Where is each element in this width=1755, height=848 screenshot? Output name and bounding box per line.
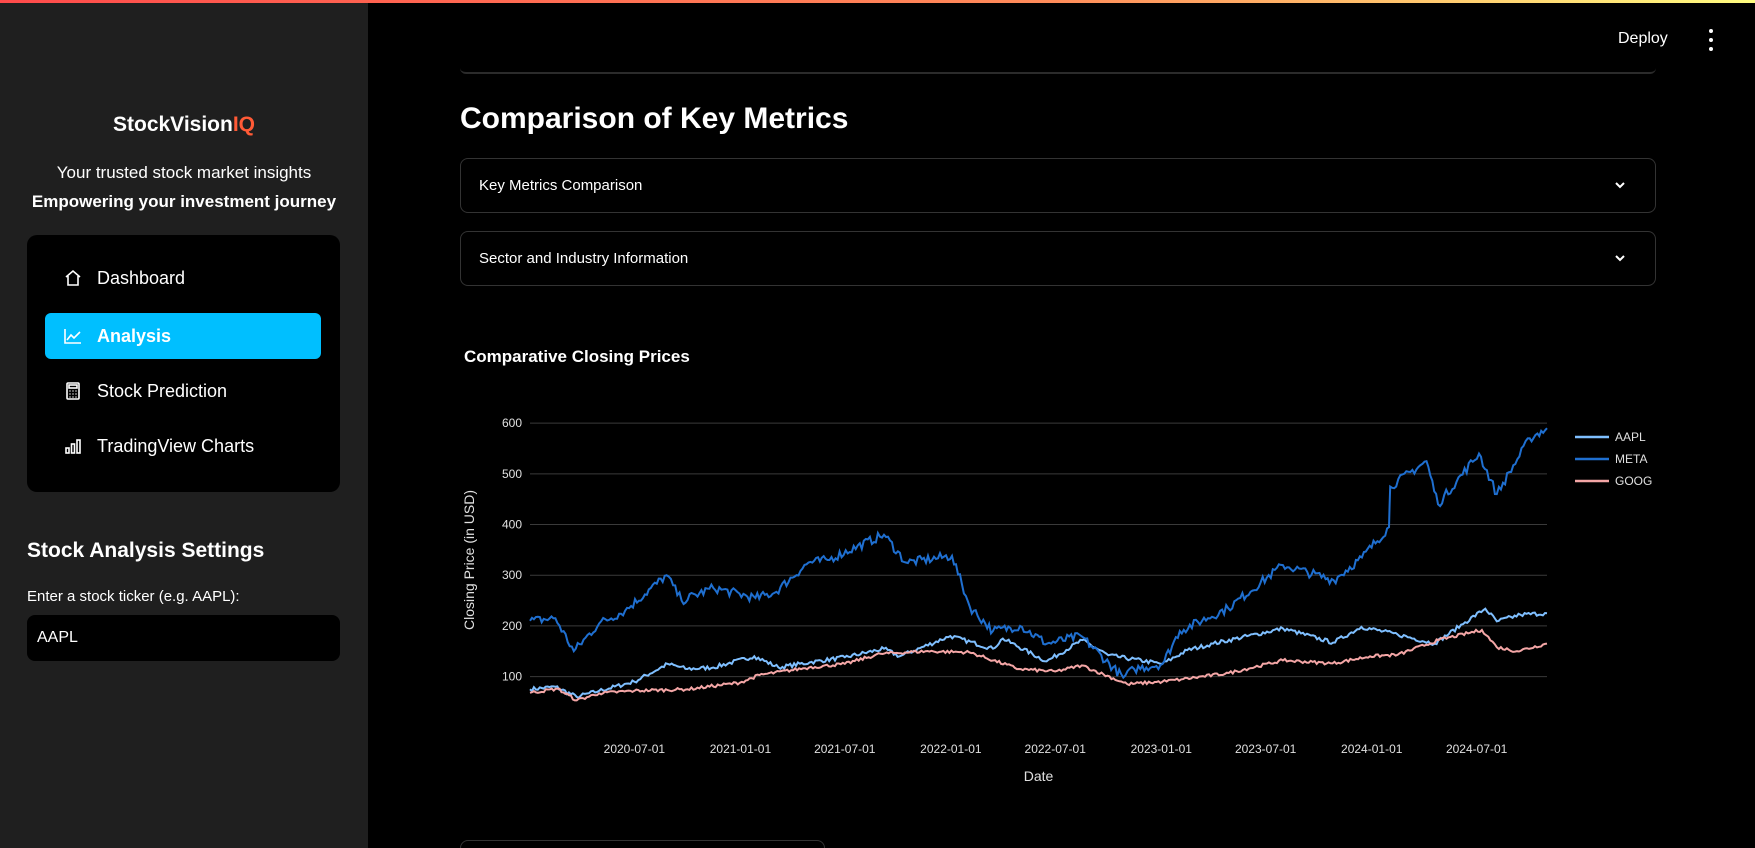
nav-item-dashboard[interactable]: Dashboard — [45, 255, 321, 301]
brand-accent: IQ — [232, 113, 255, 136]
sidebar: StockVisionIQ Your trusted stock market … — [0, 3, 368, 848]
chart-grid — [530, 422, 1547, 678]
x-axis-label: Date — [1024, 768, 1054, 784]
calculator-icon — [63, 381, 83, 401]
y-tick-label: 100 — [502, 670, 522, 684]
expander-key-metrics[interactable]: Key Metrics Comparison — [460, 158, 1656, 213]
brand-name: StockVision — [113, 113, 233, 136]
tagline: Your trusted stock market insights — [56, 163, 312, 182]
ticker-label: Enter a stock ticker (e.g. AAPL): — [27, 588, 240, 605]
tagline-bold: Empowering your investment journey — [31, 192, 337, 211]
nav-item-label: Stock Prediction — [97, 380, 228, 401]
y-tick-label: 200 — [502, 619, 522, 633]
x-tick-label: 2022-01-01 — [920, 742, 982, 756]
nav-item-tradingview-charts[interactable]: TradingView Charts — [45, 423, 321, 469]
x-tick-label: 2024-07-01 — [1446, 742, 1508, 756]
section-title: Comparison of Key Metrics — [460, 102, 849, 135]
nav-item-label: Analysis — [97, 325, 172, 346]
nav-item-stock-prediction[interactable]: Stock Prediction — [45, 368, 321, 414]
x-tick-label: 2023-07-01 — [1235, 742, 1297, 756]
y-axis-ticks: 100 200 300 400 500 600 — [502, 416, 522, 683]
chart-title: Comparative Closing Prices — [464, 347, 690, 366]
previous-section-edge — [460, 68, 1656, 74]
chevron-down-icon — [1613, 178, 1627, 192]
expander-label: Sector and Industry Information — [479, 250, 689, 267]
nav-item-label: Dashboard — [97, 267, 186, 288]
legend-label-meta: META — [1615, 452, 1647, 466]
expander-sector-industry[interactable]: Sector and Industry Information — [460, 231, 1656, 286]
ticker-input[interactable] — [27, 615, 340, 661]
bar-chart-icon — [63, 436, 83, 456]
chart-lines — [529, 427, 1548, 702]
y-tick-label: 400 — [502, 518, 522, 532]
more-menu-icon[interactable] — [1703, 29, 1719, 51]
y-tick-label: 600 — [502, 416, 522, 430]
nav-item-analysis[interactable]: Analysis — [45, 313, 321, 359]
deploy-button[interactable]: Deploy — [1618, 30, 1668, 47]
y-tick-label: 500 — [502, 467, 522, 481]
chart-legend: AAPL META GOOG — [1575, 430, 1652, 488]
expander-label: Key Metrics Comparison — [479, 177, 643, 194]
house-icon — [63, 268, 83, 288]
x-tick-label: 2023-01-01 — [1131, 742, 1193, 756]
legend-label-goog: GOOG — [1615, 474, 1652, 488]
settings-title: Stock Analysis Settings — [27, 539, 265, 562]
series-line-aapl — [529, 607, 1548, 699]
next-section-edge — [460, 840, 825, 848]
series-line-meta — [529, 427, 1548, 680]
line-chart-icon — [63, 326, 83, 346]
x-tick-label: 2021-01-01 — [710, 742, 772, 756]
series-line-goog — [529, 628, 1548, 702]
x-tick-label: 2024-01-01 — [1341, 742, 1403, 756]
x-tick-label: 2020-07-01 — [604, 742, 666, 756]
brand-logo: StockVisionIQ — [0, 113, 368, 137]
top-decoration-bar — [0, 0, 1755, 3]
nav-menu: Dashboard Analysis Stock Prediction Trad… — [27, 235, 340, 492]
x-tick-label: 2021-07-01 — [814, 742, 876, 756]
chevron-down-icon — [1613, 251, 1627, 265]
y-tick-label: 300 — [502, 568, 522, 582]
y-axis-label: Closing Price (in USD) — [461, 490, 477, 630]
legend-label-aapl: AAPL — [1615, 430, 1646, 444]
x-tick-label: 2022-07-01 — [1025, 742, 1087, 756]
x-axis-ticks: 2020-07-01 2021-01-01 2021-07-01 2022-01-01… — [604, 742, 1508, 756]
nav-item-label: TradingView Charts — [97, 435, 255, 456]
